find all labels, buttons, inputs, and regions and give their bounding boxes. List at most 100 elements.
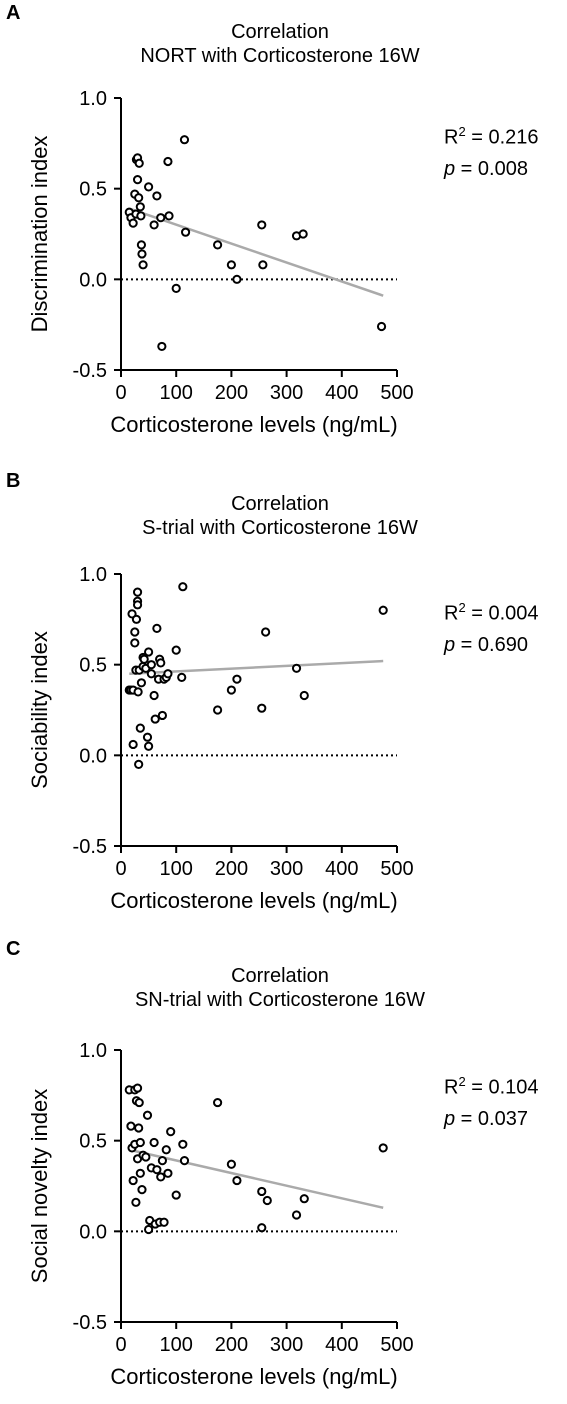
panel-a-data-point <box>179 135 190 145</box>
panel-b-data-point <box>144 647 154 657</box>
panel-a-data-point <box>163 156 173 167</box>
panel-c-y-tick-label: 1.0 <box>79 1040 107 1062</box>
panel-b-pvalue: p = 0.690 <box>444 633 528 656</box>
panel-c-data-point <box>179 1156 190 1166</box>
panel-b-data-point <box>131 614 142 624</box>
panel-c-data-point <box>226 1159 236 1169</box>
panel-b-data-point <box>163 669 173 679</box>
panel-b-x-tick-label: 500 <box>380 858 413 880</box>
panel-b-data-point <box>171 645 181 655</box>
panel-b-data-point <box>152 623 162 633</box>
panel-c-data-point <box>159 1217 169 1227</box>
panel-c-data-point <box>163 1168 173 1178</box>
panel-b-data-point <box>150 714 160 724</box>
panel-a-data-point <box>137 249 147 259</box>
panel-c-data-point <box>132 1083 143 1093</box>
panel-a-stats: R2 = 0.216 p = 0.008 <box>444 116 539 185</box>
panel-c-data-point <box>232 1175 242 1186</box>
panel-b-data-point <box>128 739 138 750</box>
panel-a-data-point <box>232 274 242 284</box>
panel-a-y-tick-label: -0.5 <box>73 360 107 382</box>
panel-c-data-point <box>128 1175 138 1186</box>
panel-a-letter: A <box>6 2 21 24</box>
panel-a-data-point <box>136 240 147 250</box>
panel-b-y-tick-label: 0.5 <box>79 655 107 677</box>
panel-b-data-point <box>139 654 149 664</box>
panel-b-data-point <box>378 605 388 615</box>
panel-a-data-point <box>213 240 223 250</box>
panel-a-data-point <box>135 202 145 212</box>
panel-c-y-tick-label: 0.0 <box>79 1221 107 1243</box>
panel-a-x-tick-label: 500 <box>380 382 413 404</box>
panel-c-x-tick-label: 100 <box>160 1334 193 1356</box>
panel-a-x-tick-label: 300 <box>270 382 303 404</box>
panel-b-data-point <box>157 710 167 721</box>
panel-c-data-point <box>142 1110 153 1120</box>
panel-c-y-tick-label: -0.5 <box>73 1312 107 1334</box>
panel-c-data-point <box>262 1195 272 1206</box>
panel-b-data-point <box>257 703 267 713</box>
panel-a-data-point <box>132 175 143 185</box>
panel-c-data-point <box>144 1224 154 1235</box>
panel-c-title-line2: SN-trial with Corticosterone 16W <box>134 989 426 1011</box>
panel-a-data-point <box>226 260 236 270</box>
panel-c-x-tick-label: 400 <box>325 1334 358 1356</box>
panel-c-title-line1: Correlation <box>231 965 329 987</box>
panel-c-r2: R2 = 0.104 <box>444 1074 539 1099</box>
panel-a-data-point <box>136 211 146 221</box>
panel-b-title-line2: S-trial with Corticosterone 16W <box>142 517 418 539</box>
panel-b-y-axis-label: Sociability index <box>27 631 52 789</box>
panel-b-data-point <box>177 672 187 682</box>
panel-a-data-point <box>156 213 166 223</box>
panel-a-data-point <box>128 218 138 228</box>
panel-c-data-point <box>152 1165 162 1175</box>
panel-c-data-point <box>171 1190 181 1200</box>
panel-b-data-point <box>133 687 143 697</box>
panel-c-stats: R2 = 0.104 p = 0.037 <box>444 1066 539 1135</box>
panel-c-data-point <box>135 1168 145 1178</box>
panel-b-data-point <box>232 674 242 684</box>
panel-b-y-tick-label: 1.0 <box>79 564 107 586</box>
panel-c-data-point <box>157 1156 167 1166</box>
panel-a-y-tick-label: 0.5 <box>79 179 107 201</box>
panel-c-x-tick-label: 500 <box>380 1334 413 1356</box>
panel-c-data-point <box>166 1127 176 1137</box>
panel-b-data-point <box>146 660 156 670</box>
panel-c-data-point <box>149 1137 159 1148</box>
panel-a-title-line1: Correlation <box>231 21 329 43</box>
panel-c-x-tick-label: 300 <box>270 1334 303 1356</box>
panel-a-x-tick-label: 400 <box>325 382 358 404</box>
panel-a-y-tick-label: 0.0 <box>79 269 107 291</box>
panel-b-data-point <box>135 723 145 733</box>
panel-b-data-point <box>130 638 140 648</box>
panel-a-data-point <box>258 260 268 270</box>
panel-c-data-point <box>134 1123 144 1133</box>
panel-c-data-point <box>134 1097 144 1108</box>
panel-b-letter: B <box>6 470 21 492</box>
panel-b-data-point <box>136 678 147 688</box>
panel-b-data-point <box>132 600 143 610</box>
panel-a-title-line2: NORT with Corticosterone 16W <box>140 45 420 67</box>
panel-b-data-point <box>299 690 309 701</box>
panel-a-x-axis-label: Corticosterone levels (ng/mL) <box>110 412 397 437</box>
panel-c-data-point <box>161 1145 171 1155</box>
panel-c-data-point <box>135 1137 145 1148</box>
panel-b-data-point <box>144 741 154 751</box>
panel-a-data-point <box>171 283 181 293</box>
panel-b-y-tick-label: -0.5 <box>73 836 107 858</box>
panel-b: B Correlation S-trial with Corticosteron… <box>0 468 567 936</box>
panel-a-data-point <box>138 260 148 270</box>
panel-c-data-point <box>257 1223 267 1233</box>
panel-b-data-point <box>213 705 223 715</box>
panel-b-data-point <box>130 627 140 637</box>
panel-a-title: Correlation NORT with Corticosterone 16W <box>110 20 450 68</box>
panel-a-y-tick-label: 1.0 <box>79 88 107 110</box>
panel-b-data-point <box>142 732 153 742</box>
panel-b-x-tick-label: 100 <box>160 858 193 880</box>
panel-c-data-point <box>156 1172 166 1182</box>
panel-c-data-point <box>213 1097 223 1108</box>
panel-a-pvalue: p = 0.008 <box>444 157 528 180</box>
panel-a-data-point <box>257 220 267 230</box>
panel-a-data-point <box>298 229 308 239</box>
panel-a-data-point <box>180 227 191 237</box>
